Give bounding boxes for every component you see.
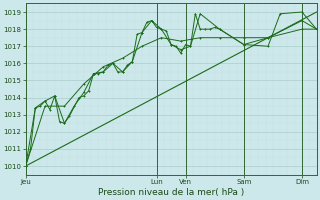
X-axis label: Pression niveau de la mer( hPa ): Pression niveau de la mer( hPa ) [98,188,244,197]
